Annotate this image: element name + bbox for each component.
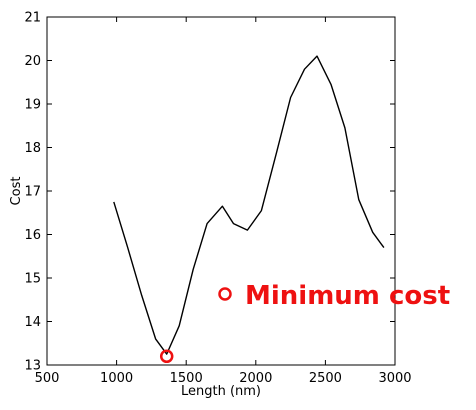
legend-marker-icon [218, 287, 232, 301]
y-tick-label: 17 [24, 185, 41, 200]
x-tick-label: 500 [35, 371, 60, 386]
series-layer [113, 55, 385, 355]
legend-label: Minimum cost [245, 281, 450, 311]
y-tick-label: 18 [24, 141, 41, 156]
y-tick-label: 14 [24, 315, 41, 330]
y-tick-label: 21 [24, 11, 41, 26]
minimum-point [159, 349, 174, 364]
legend: Minimum cost [218, 281, 450, 311]
x-tick-label: 2500 [309, 371, 342, 386]
x-tick-label: 2000 [239, 371, 272, 386]
y-tick-label: 16 [24, 228, 41, 243]
x-axis-label: Length (nm) [181, 384, 261, 399]
minimum-marker-layer [159, 349, 174, 364]
x-tick-label: 3000 [378, 371, 411, 386]
y-tick-label: 15 [24, 272, 41, 287]
x-tick-label: 1500 [170, 371, 203, 386]
plot-frame [46, 16, 396, 366]
y-tick-label: 19 [24, 98, 41, 113]
x-tick-label: 1000 [100, 371, 133, 386]
cost-series-line [113, 55, 385, 355]
axis-ticks: 500 1000 1500 2000 2500 3000 13 14 15 16 17 18 19 20 2… [24, 11, 411, 387]
y-tick-label: 13 [24, 359, 41, 374]
y-axis-label: Cost [9, 177, 24, 206]
y-tick-label: 20 [24, 54, 41, 69]
